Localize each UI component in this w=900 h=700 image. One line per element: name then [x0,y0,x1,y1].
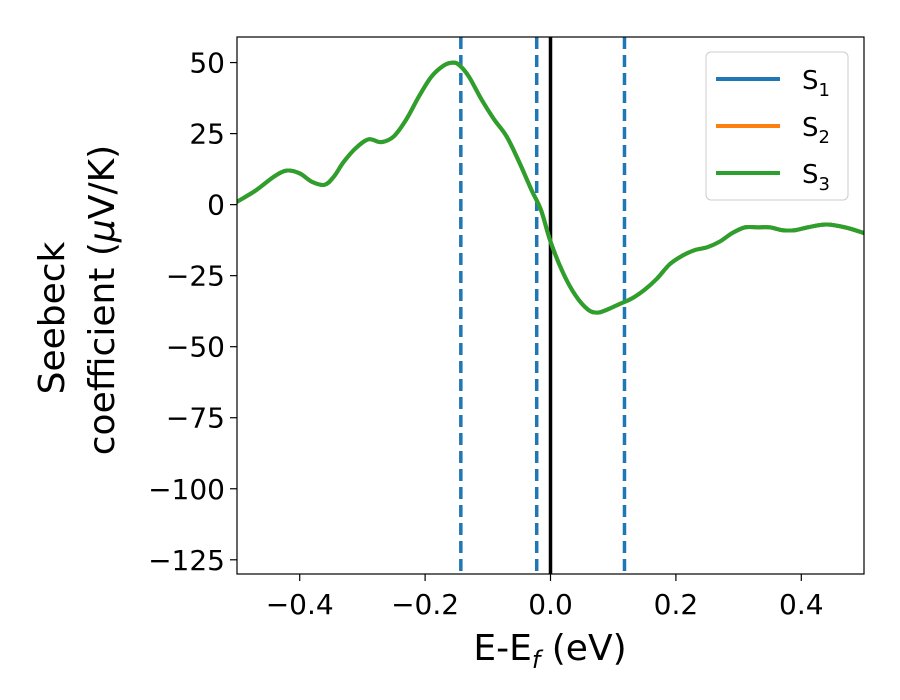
x-tick-label: −0.4 [266,588,334,621]
y-tick-label: −100 [148,473,225,506]
y-tick-label: 0 [207,189,225,222]
y-tick-label: −125 [148,544,225,577]
y-tick-label: −75 [166,402,225,435]
x-tick-label: 0.0 [528,588,573,621]
y-tick-label: −25 [166,260,225,293]
series-line-s3 [237,60,864,315]
x-tick-label: 0.4 [779,588,824,621]
y-axis-label: Seebeck coefficient (μV/K) [32,145,123,455]
y-tick-label: 25 [189,118,225,151]
y-axis-label-line2: coefficient (μV/K) [82,145,123,455]
x-tick-label: 0.2 [654,588,699,621]
y-tick-label: −50 [166,331,225,364]
legend-label: S3 [802,160,830,195]
x-axis-label: E-Ef (eV) [473,628,626,674]
legend: S1 S2 S3 [705,51,849,201]
legend-label: S1 [802,66,830,101]
x-tick-label: −0.2 [391,588,459,621]
legend-label: S2 [802,113,830,148]
y-axis-label-line1: Seebeck [32,241,73,394]
y-tick-label: 50 [189,47,225,80]
